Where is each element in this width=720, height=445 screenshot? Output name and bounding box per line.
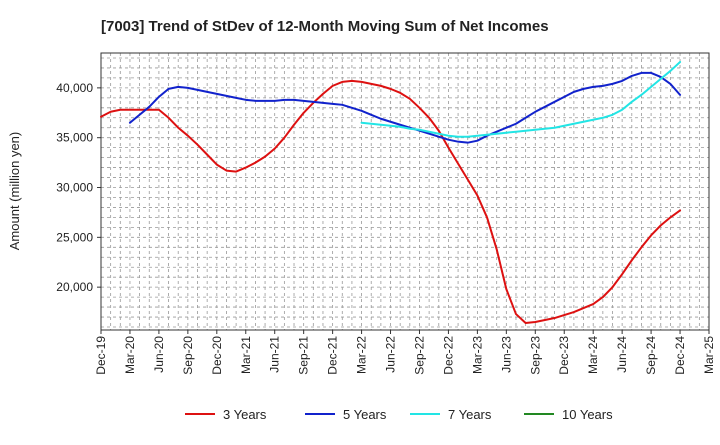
chart-title: [7003] Trend of StDev of 12-Month Moving… <box>101 18 549 35</box>
x-tick-label: Dec-23 <box>557 336 571 375</box>
x-tick-label: Sep-22 <box>412 336 426 375</box>
y-tick-label: 25,000 <box>56 230 93 244</box>
x-tick-label: Mar-22 <box>355 336 369 374</box>
x-tick-label: Dec-22 <box>441 336 455 375</box>
x-axis-ticks: Dec-19 Mar-20 Jun-20 Sep-20 Dec-20 Mar-21 Jun-… <box>94 330 716 375</box>
plot-area <box>100 52 710 331</box>
x-tick-label: Sep-24 <box>644 336 658 375</box>
x-tick-label: Mar-23 <box>470 336 484 374</box>
series-line-3-years <box>100 79 682 325</box>
series-lines <box>100 60 682 325</box>
y-axis-ticks: 20,000 25,000 30,000 35,000 40,000 <box>56 81 101 294</box>
x-tick-label: Mar-21 <box>239 336 253 374</box>
legend-label-5-years: 5 Years <box>343 407 387 422</box>
x-tick-label: Jun-24 <box>615 336 629 373</box>
y-tick-label: 20,000 <box>56 280 93 294</box>
y-tick-label: 30,000 <box>56 181 93 195</box>
legend-label-10-years: 10 Years <box>562 407 613 422</box>
x-tick-label: Dec-19 <box>94 336 108 375</box>
y-tick-label: 40,000 <box>56 81 93 95</box>
series-line-5-years <box>128 71 682 144</box>
x-tick-label: Sep-23 <box>528 336 542 375</box>
x-tick-label: Mar-25 <box>702 336 716 374</box>
x-tick-label: Dec-24 <box>673 336 687 375</box>
x-tick-label: Mar-20 <box>123 336 137 374</box>
x-tick-label: Jun-20 <box>152 336 166 373</box>
legend-label-7-years: 7 Years <box>448 407 492 422</box>
x-tick-label: Dec-20 <box>210 336 224 375</box>
series-line-7-years <box>360 60 682 138</box>
y-tick-label: 35,000 <box>56 131 93 145</box>
x-tick-label: Jun-22 <box>384 336 398 373</box>
legend: 3 Years 5 Years 7 Years 10 Years <box>185 407 613 422</box>
legend-label-3-years: 3 Years <box>223 407 267 422</box>
x-tick-label: Jun-21 <box>268 336 282 373</box>
grid-lines <box>101 53 709 330</box>
x-tick-label: Mar-24 <box>586 336 600 374</box>
x-tick-label: Dec-21 <box>326 336 340 375</box>
x-tick-label: Sep-21 <box>297 336 311 375</box>
y-axis-label: Amount (million yen) <box>7 132 22 251</box>
x-tick-label: Jun-23 <box>499 336 513 373</box>
x-tick-label: Sep-20 <box>181 336 195 375</box>
